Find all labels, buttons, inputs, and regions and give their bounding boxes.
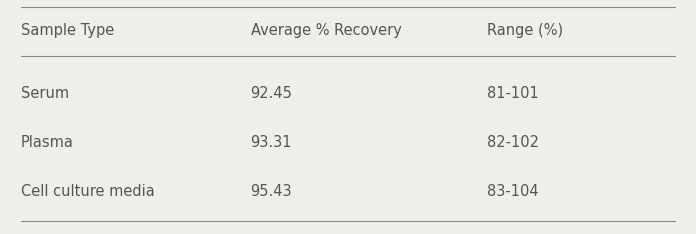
Text: 93.31: 93.31 — [251, 135, 292, 150]
Text: 82-102: 82-102 — [487, 135, 539, 150]
Text: Range (%): Range (%) — [487, 23, 563, 38]
Text: Average % Recovery: Average % Recovery — [251, 23, 402, 38]
Text: Sample Type: Sample Type — [21, 23, 114, 38]
Text: 95.43: 95.43 — [251, 184, 292, 199]
Text: 92.45: 92.45 — [251, 86, 292, 101]
Text: 83-104: 83-104 — [487, 184, 539, 199]
Text: Cell culture media: Cell culture media — [21, 184, 155, 199]
Text: 81-101: 81-101 — [487, 86, 539, 101]
Text: Plasma: Plasma — [21, 135, 74, 150]
Text: Serum: Serum — [21, 86, 69, 101]
